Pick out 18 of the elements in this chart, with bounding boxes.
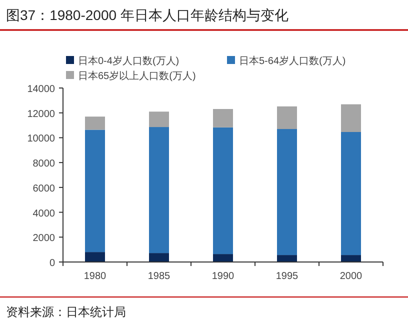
y-tick-label: 6000 [32,183,56,194]
y-tick-label: 14000 [27,84,56,95]
legend-label: 日本5-64岁人口数(万人) [239,55,346,67]
y-tick-label: 4000 [32,208,56,220]
text: 资料来源：日本统计局 [6,305,126,319]
x-tick-label: 1990 [212,271,235,282]
y-tick-label: 0 [49,258,56,269]
title: 图37：1980-2000 年日本人口年龄结构与变化 [6,7,288,23]
legend-label: 日本65岁以上人口数(万人) [78,70,196,82]
x-tick-label: 1980 [84,271,107,282]
y-tick-label: 2000 [32,233,56,244]
x-tick-label: 1995 [276,271,299,282]
y-tick-label: 10000 [27,134,56,145]
y-tick-label: 12000 [27,108,56,120]
x-tick-label: 1985 [148,271,171,282]
legend-label: 日本0-4岁人口数(万人) [78,55,180,67]
y-tick-label: 8000 [32,158,56,170]
x-tick-label: 2000 [340,271,363,282]
